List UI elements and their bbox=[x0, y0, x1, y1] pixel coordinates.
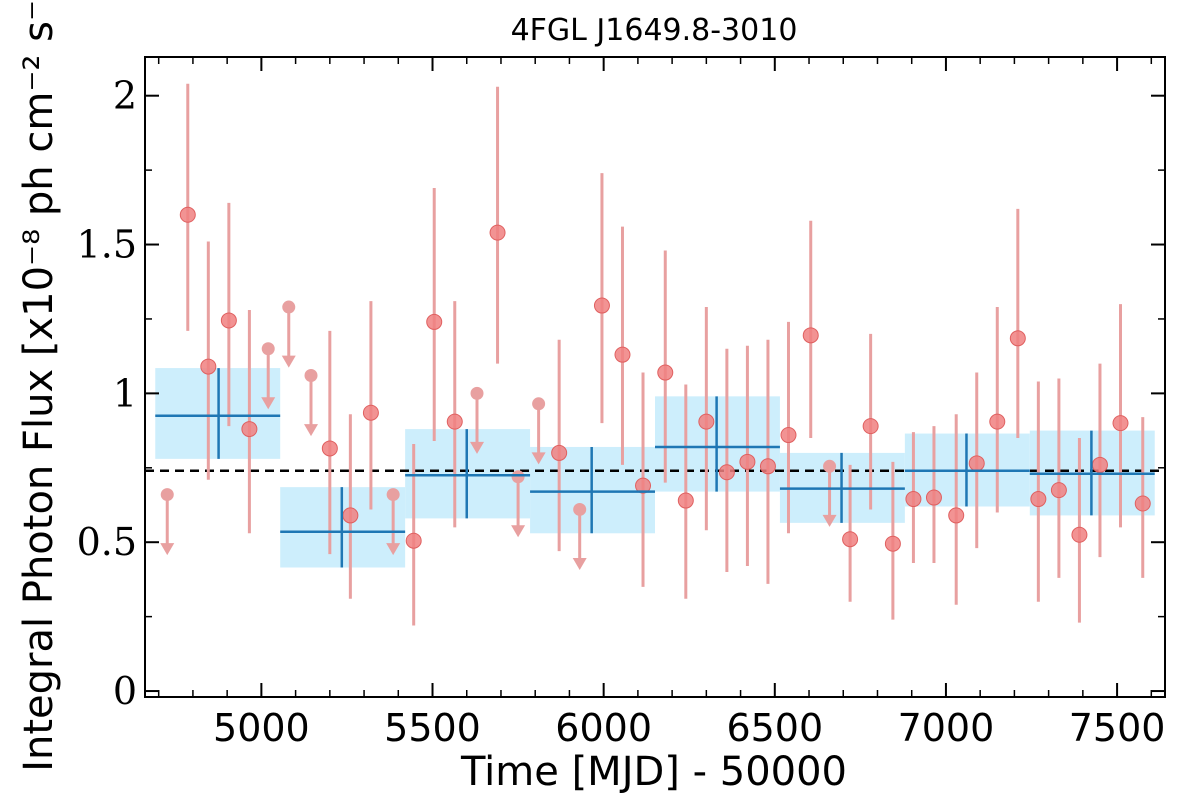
upper-limit-marker-0 bbox=[160, 488, 174, 502]
upper-limit-arrow-6 bbox=[511, 525, 526, 538]
data-point-11 bbox=[551, 444, 568, 461]
data-point-24 bbox=[862, 418, 879, 435]
y-tick-label-2: 1 bbox=[113, 371, 137, 415]
upper-limit-arrow-0 bbox=[160, 543, 175, 556]
upper-limit-arrow-8 bbox=[572, 558, 587, 571]
upper-limit-marker-1 bbox=[261, 342, 275, 356]
upper-limit-arrow-9 bbox=[822, 514, 837, 527]
data-point-28 bbox=[948, 507, 965, 524]
chart-title: 4FGL J1649.8-3010 bbox=[511, 13, 798, 48]
y-tick-label-1: 0.5 bbox=[77, 520, 137, 564]
x-tick-label-2: 6000 bbox=[555, 706, 652, 750]
data-point-29 bbox=[968, 455, 985, 472]
data-point-33 bbox=[1050, 482, 1067, 499]
data-point-26 bbox=[905, 491, 922, 508]
data-point-2 bbox=[220, 312, 237, 329]
y-tick-label-0: 0 bbox=[113, 669, 137, 713]
data-point-19 bbox=[739, 453, 756, 470]
upper-limit-arrow-3 bbox=[304, 424, 319, 437]
upper-limit-arrow-2 bbox=[281, 355, 296, 368]
y-axis-label: Integral Photon Flux [x10⁻⁸ ph cm⁻² s⁻¹] bbox=[16, 0, 62, 772]
upper-limit-marker-4 bbox=[386, 488, 400, 502]
x-tick-label-0: 5000 bbox=[213, 706, 310, 750]
data-point-31 bbox=[1009, 330, 1026, 347]
data-point-21 bbox=[780, 427, 797, 444]
upper-limit-marker-9 bbox=[823, 459, 837, 473]
upper-limit-marker-5 bbox=[470, 386, 484, 400]
data-point-30 bbox=[989, 413, 1006, 430]
plot-frame bbox=[144, 56, 1166, 698]
upper-limit-marker-6 bbox=[511, 470, 525, 484]
data-point-22 bbox=[802, 327, 819, 344]
data-point-17 bbox=[698, 413, 715, 430]
data-point-27 bbox=[925, 489, 942, 506]
x-axis-label: Time [MJD] - 50000 bbox=[460, 749, 847, 795]
data-point-8 bbox=[426, 313, 443, 330]
x-tick-label-3: 6500 bbox=[726, 706, 823, 750]
data-point-18 bbox=[718, 464, 735, 481]
data-point-6 bbox=[362, 404, 379, 421]
data-point-20 bbox=[759, 458, 776, 475]
data-point-15 bbox=[657, 364, 674, 381]
data-point-37 bbox=[1134, 495, 1151, 512]
y-tick-label-3: 1.5 bbox=[77, 223, 137, 267]
data-point-10 bbox=[489, 224, 506, 241]
data-point-36 bbox=[1112, 415, 1129, 432]
data-point-0 bbox=[179, 206, 196, 223]
data-point-1 bbox=[200, 358, 217, 375]
upper-limit-marker-8 bbox=[573, 502, 587, 516]
data-point-9 bbox=[446, 413, 463, 430]
data-point-16 bbox=[677, 492, 694, 509]
upper-limit-arrow-7 bbox=[531, 452, 546, 465]
x-tick-label-5: 7500 bbox=[1069, 706, 1166, 750]
data-point-4 bbox=[321, 440, 338, 457]
upper-limit-arrow-5 bbox=[470, 441, 485, 454]
data-point-25 bbox=[884, 535, 901, 552]
data-point-12 bbox=[593, 297, 610, 314]
upper-limit-marker-3 bbox=[304, 369, 318, 383]
plot-area: 5000 5500 6000 6500 7000 7500 0 0.5 1 1.5 2 bbox=[77, 56, 1166, 750]
upper-limit-marker-2 bbox=[282, 300, 296, 314]
upper-limit-arrow-4 bbox=[386, 543, 401, 556]
data-point-3 bbox=[241, 421, 258, 438]
data-point-13 bbox=[614, 346, 631, 363]
data-point-5 bbox=[342, 507, 359, 524]
data-point-35 bbox=[1091, 456, 1108, 473]
data-point-14 bbox=[635, 477, 652, 494]
data-point-23 bbox=[842, 531, 859, 548]
upper-limit-marker-7 bbox=[532, 397, 546, 411]
y-tick-label-4: 2 bbox=[113, 74, 137, 118]
data-point-7 bbox=[405, 532, 422, 549]
data-point-32 bbox=[1030, 491, 1047, 508]
x-tick-label-1: 5500 bbox=[384, 706, 481, 750]
x-tick-label-4: 7000 bbox=[898, 706, 995, 750]
upper-limit-arrow-1 bbox=[261, 397, 276, 410]
data-point-34 bbox=[1071, 526, 1088, 543]
